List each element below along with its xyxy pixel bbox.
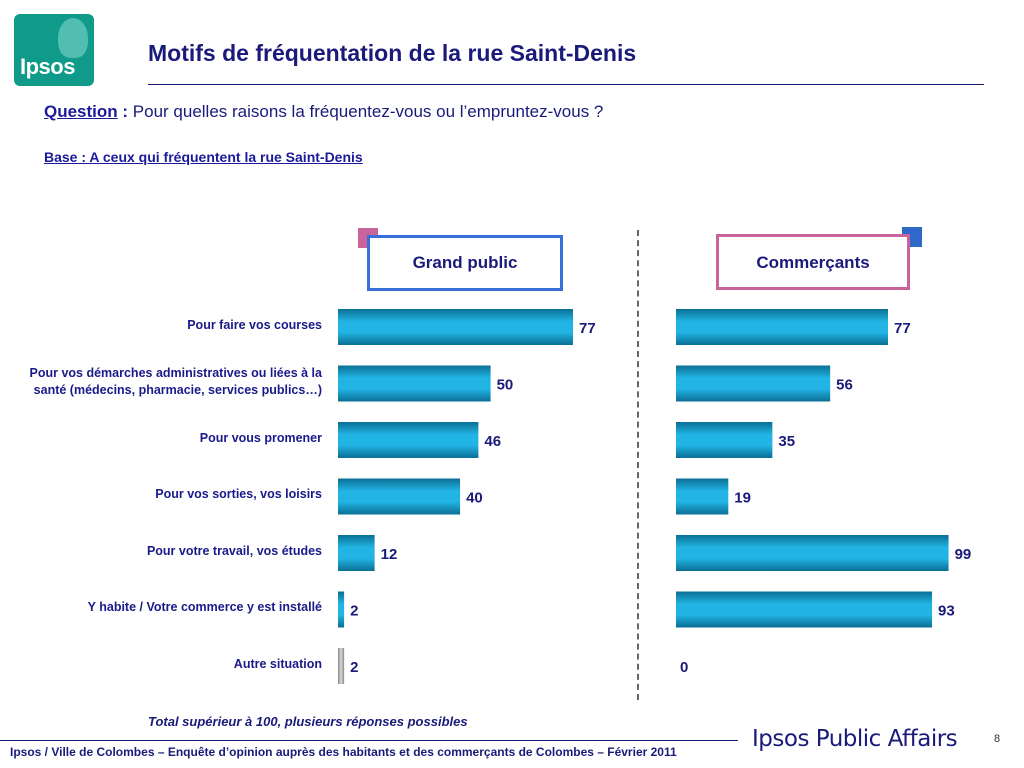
commercants-value-label: 77 <box>894 320 911 337</box>
base-text: Base : A ceux qui fréquentent la rue Sai… <box>44 149 363 165</box>
grand-public-bar <box>338 309 573 345</box>
commercants-bar <box>676 535 949 571</box>
grand-public-value-label: 40 <box>466 490 483 507</box>
category-label: Y habite / Votre commerce y est installé <box>87 600 322 614</box>
commercants-value-label: 56 <box>836 377 853 394</box>
footer-divider <box>0 740 738 741</box>
commercants-bar <box>676 422 773 458</box>
question-text: Pour quelles raisons la fréquentez-vous … <box>128 102 604 121</box>
commercants-bar <box>676 478 729 515</box>
commercants-bar <box>676 591 933 628</box>
grand-public-value-label: 46 <box>484 433 501 450</box>
commercants-legend-label: Commerçants <box>756 253 870 272</box>
grand-public-value-label: 77 <box>579 320 596 337</box>
commercants-legend-box: Commerçants <box>716 234 910 290</box>
category-label: Pour faire vos courses <box>187 317 322 332</box>
grand-public-bar <box>338 591 345 628</box>
question-label: Question <box>44 102 118 121</box>
question-line: Question : Pour quelles raisons la fréqu… <box>44 102 603 122</box>
grand-public-bar <box>338 365 491 402</box>
logo-head-icon <box>58 18 88 58</box>
commercants-value-label: 35 <box>778 433 795 450</box>
grand-public-legend-box: Grand public <box>367 235 563 291</box>
grand-public-bar <box>338 478 461 515</box>
category-label: Pour votre travail, vos études <box>146 543 322 558</box>
ipsos-logo: Ipsos <box>14 14 94 86</box>
grand-public-bar <box>338 535 375 571</box>
grand-public-legend-label: Grand public <box>412 253 518 272</box>
page-title: Motifs de fréquentation de la rue Saint-… <box>148 40 637 66</box>
page-number: 8 <box>994 733 1001 745</box>
commercants-value-label: 19 <box>734 490 751 507</box>
question-separator: : <box>117 102 129 121</box>
grand-public-bar <box>338 648 345 684</box>
category-label: Pour vos sorties, vos loisirs <box>155 487 322 501</box>
logo-text: Ipsos <box>20 54 75 79</box>
grand-public-value-label: 50 <box>497 377 514 394</box>
commercants-value-label: 0 <box>680 659 688 676</box>
commercants-bar <box>676 309 888 345</box>
commercants-value-label: 99 <box>955 546 972 563</box>
grand-public-value-label: 12 <box>381 546 398 563</box>
category-label: Pour vous promener <box>199 430 322 445</box>
grand-public-value-label: 2 <box>350 603 358 620</box>
category-label: Autre situation <box>233 656 322 671</box>
grand-public-bar <box>338 422 479 458</box>
footer-text: Ipsos / Ville de Colombes – Enquête d’op… <box>10 745 677 759</box>
category-label: Pour vos démarches administratives ou li… <box>29 365 323 397</box>
commercants-value-label: 93 <box>938 603 955 620</box>
brand-logo-text: Ipsos Public Affairs <box>752 726 958 752</box>
panel-divider <box>637 230 639 700</box>
grand-public-value-label: 2 <box>350 659 358 676</box>
commercants-bar <box>676 365 831 402</box>
title-divider <box>148 84 984 85</box>
footnote: Total supérieur à 100, plusieurs réponse… <box>148 714 468 729</box>
